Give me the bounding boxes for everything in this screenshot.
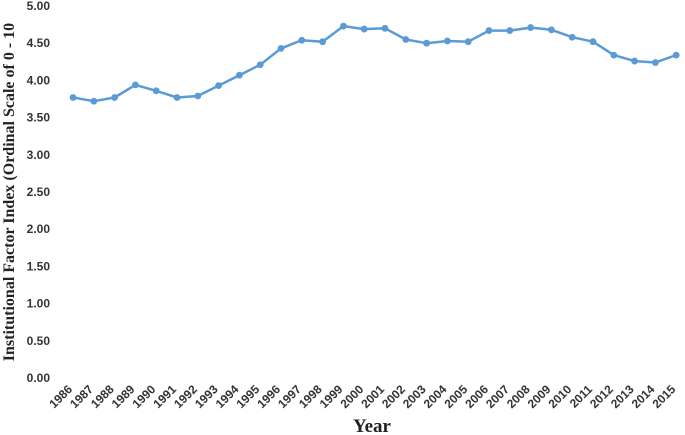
data-point xyxy=(506,27,514,34)
data-point xyxy=(152,87,160,95)
data-point xyxy=(194,92,202,100)
y-tick-label: 1.00 xyxy=(27,297,51,311)
data-point xyxy=(527,24,534,31)
y-tick-label: 3.00 xyxy=(27,148,51,162)
y-tick-label: 1.50 xyxy=(27,259,51,273)
data-point xyxy=(360,25,368,33)
data-point xyxy=(568,33,576,41)
y-tick-label: 0.50 xyxy=(27,334,51,348)
data-point xyxy=(173,94,181,101)
data-point xyxy=(298,36,306,44)
data-point xyxy=(69,94,77,101)
data-point xyxy=(319,38,326,46)
y-tick-label: 2.50 xyxy=(27,185,51,199)
y-axis-ticks: 0.00 0.50 1.00 1.50 2.00 2.50 3.00 3.50 4.00 4.50… xyxy=(27,0,51,385)
x-axis-title: Year xyxy=(353,416,392,435)
y-tick-label: 4.00 xyxy=(27,73,51,87)
data-point xyxy=(236,71,243,79)
data-point xyxy=(277,45,285,52)
x-tick-label: 2015 xyxy=(650,382,679,411)
data-point xyxy=(610,51,618,59)
series-line xyxy=(71,24,678,103)
data-point xyxy=(464,38,472,46)
x-axis-ticks: 1986198719881989199019911992199319941995… xyxy=(46,382,678,411)
y-tick-label: 4.50 xyxy=(27,36,51,50)
plot-area xyxy=(69,22,680,105)
data-point xyxy=(548,26,555,34)
data-point xyxy=(589,38,597,46)
y-tick-label: 5.00 xyxy=(27,0,51,13)
y-axis-title: Institutional Factor Index (Ordinal Scal… xyxy=(1,23,18,361)
data-point xyxy=(402,36,410,43)
data-point xyxy=(672,51,680,59)
data-point xyxy=(652,59,659,66)
data-point xyxy=(340,22,347,30)
y-tick-label: 0.00 xyxy=(27,371,51,385)
y-tick-label: 3.50 xyxy=(27,111,51,125)
data-point xyxy=(256,61,264,69)
data-point xyxy=(444,37,451,45)
data-point xyxy=(381,24,389,32)
y-tick-label: 2.00 xyxy=(27,222,51,236)
data-point xyxy=(485,27,493,34)
data-point xyxy=(90,97,98,105)
data-point xyxy=(132,81,139,89)
data-point xyxy=(215,82,223,90)
data-point xyxy=(631,57,638,65)
data-point xyxy=(423,39,430,47)
data-point xyxy=(111,94,118,101)
